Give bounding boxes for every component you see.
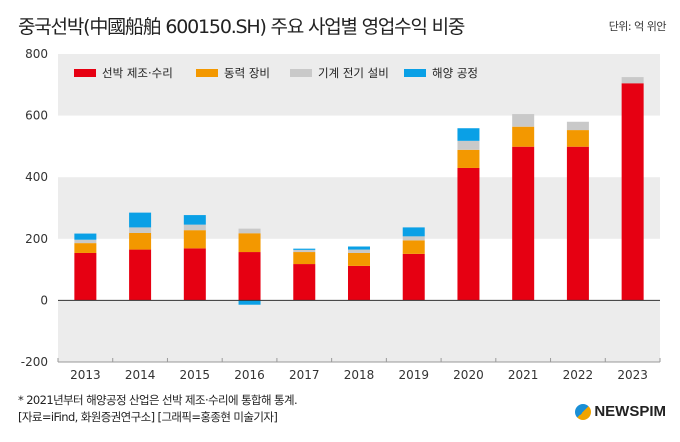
unit-label: 단위: 억 위안 xyxy=(608,20,667,33)
bar-segment xyxy=(402,253,425,301)
y-tick-label: 800 xyxy=(25,47,48,61)
bar-segment xyxy=(402,240,425,254)
bar-segment xyxy=(74,243,97,253)
legend-swatch xyxy=(290,69,312,77)
x-tick-label: 2019 xyxy=(398,368,429,382)
bar-segment xyxy=(293,248,316,250)
bar-segment xyxy=(183,248,206,301)
bar-segment xyxy=(348,246,370,250)
newspim-logo: NEWSPIM xyxy=(575,403,666,420)
newspim-logo-icon xyxy=(575,403,592,420)
bar-segment xyxy=(457,149,480,168)
bar-segment xyxy=(402,227,425,237)
bar-segment xyxy=(238,252,261,301)
bar-segment xyxy=(621,83,644,301)
bar-segment xyxy=(183,230,206,249)
grid-band xyxy=(58,177,660,239)
bar-segment xyxy=(512,146,535,301)
bar-segment xyxy=(348,265,370,301)
bar-segment xyxy=(621,77,644,84)
bar-segment xyxy=(566,146,589,301)
x-tick-label: 2013 xyxy=(70,368,101,382)
x-tick-label: 2014 xyxy=(125,368,156,382)
x-tick-label: 2017 xyxy=(289,368,320,382)
source-note: [자료=iFind, 화원증권연구소] [그래픽=홍종현 미술기자] xyxy=(18,410,278,424)
legend-swatch xyxy=(196,69,218,77)
x-tick-label: 2022 xyxy=(563,368,594,382)
legend-label: 동력 장비 xyxy=(224,66,270,80)
bar-segment xyxy=(74,252,97,301)
y-tick-label: 400 xyxy=(25,170,48,184)
bar-segment xyxy=(74,239,97,244)
legend-swatch xyxy=(74,69,96,77)
y-tick-label: 200 xyxy=(25,232,48,246)
bar-segment xyxy=(402,236,425,241)
bar-segment xyxy=(348,249,370,253)
grid-band xyxy=(58,300,660,362)
legend-label: 기계 전기 설비 xyxy=(318,66,389,80)
bar-segment xyxy=(129,232,152,250)
bar-segment xyxy=(293,264,316,301)
bar-segment xyxy=(74,233,97,240)
bar-segment xyxy=(566,121,589,131)
legend-label: 선박 제조·수리 xyxy=(102,66,173,80)
bar-segment xyxy=(293,252,316,265)
bar-segment xyxy=(566,130,589,147)
bar-segment xyxy=(457,167,480,301)
legend-swatch xyxy=(404,69,426,77)
x-tick-label: 2021 xyxy=(508,368,539,382)
y-tick-label: -200 xyxy=(21,355,48,369)
bar-segment xyxy=(238,228,261,234)
bar-segment xyxy=(457,140,480,150)
x-tick-label: 2023 xyxy=(617,368,648,382)
bar-segment xyxy=(183,224,206,231)
bar-segment xyxy=(238,300,261,305)
y-tick-label: 0 xyxy=(40,293,48,307)
legend-label: 해양 공정 xyxy=(432,66,478,80)
footnote: * 2021년부터 해양공정 산업은 선박 제조·수리에 통합해 통계. xyxy=(18,393,298,407)
bar-segment xyxy=(238,233,261,253)
bar-segment xyxy=(129,227,152,233)
x-tick-label: 2020 xyxy=(453,368,484,382)
logo-text: NEWSPIM xyxy=(594,403,666,420)
x-tick-label: 2016 xyxy=(234,368,265,382)
x-tick-label: 2018 xyxy=(344,368,375,382)
grid-band xyxy=(58,54,660,116)
x-tick-label: 2015 xyxy=(180,368,211,382)
chart-title: 중국선박(中國船舶 600150.SH) 주요 사업별 영업수익 비중 xyxy=(18,16,465,38)
bar-segment xyxy=(348,252,370,266)
bar-segment xyxy=(512,126,535,147)
bar-segment xyxy=(129,249,152,301)
bar-segment xyxy=(293,249,316,253)
bar-segment xyxy=(183,215,206,225)
y-tick-label: 600 xyxy=(25,109,48,123)
bar-segment xyxy=(457,128,480,141)
bar-segment xyxy=(129,212,152,228)
bar-segment xyxy=(512,114,535,127)
